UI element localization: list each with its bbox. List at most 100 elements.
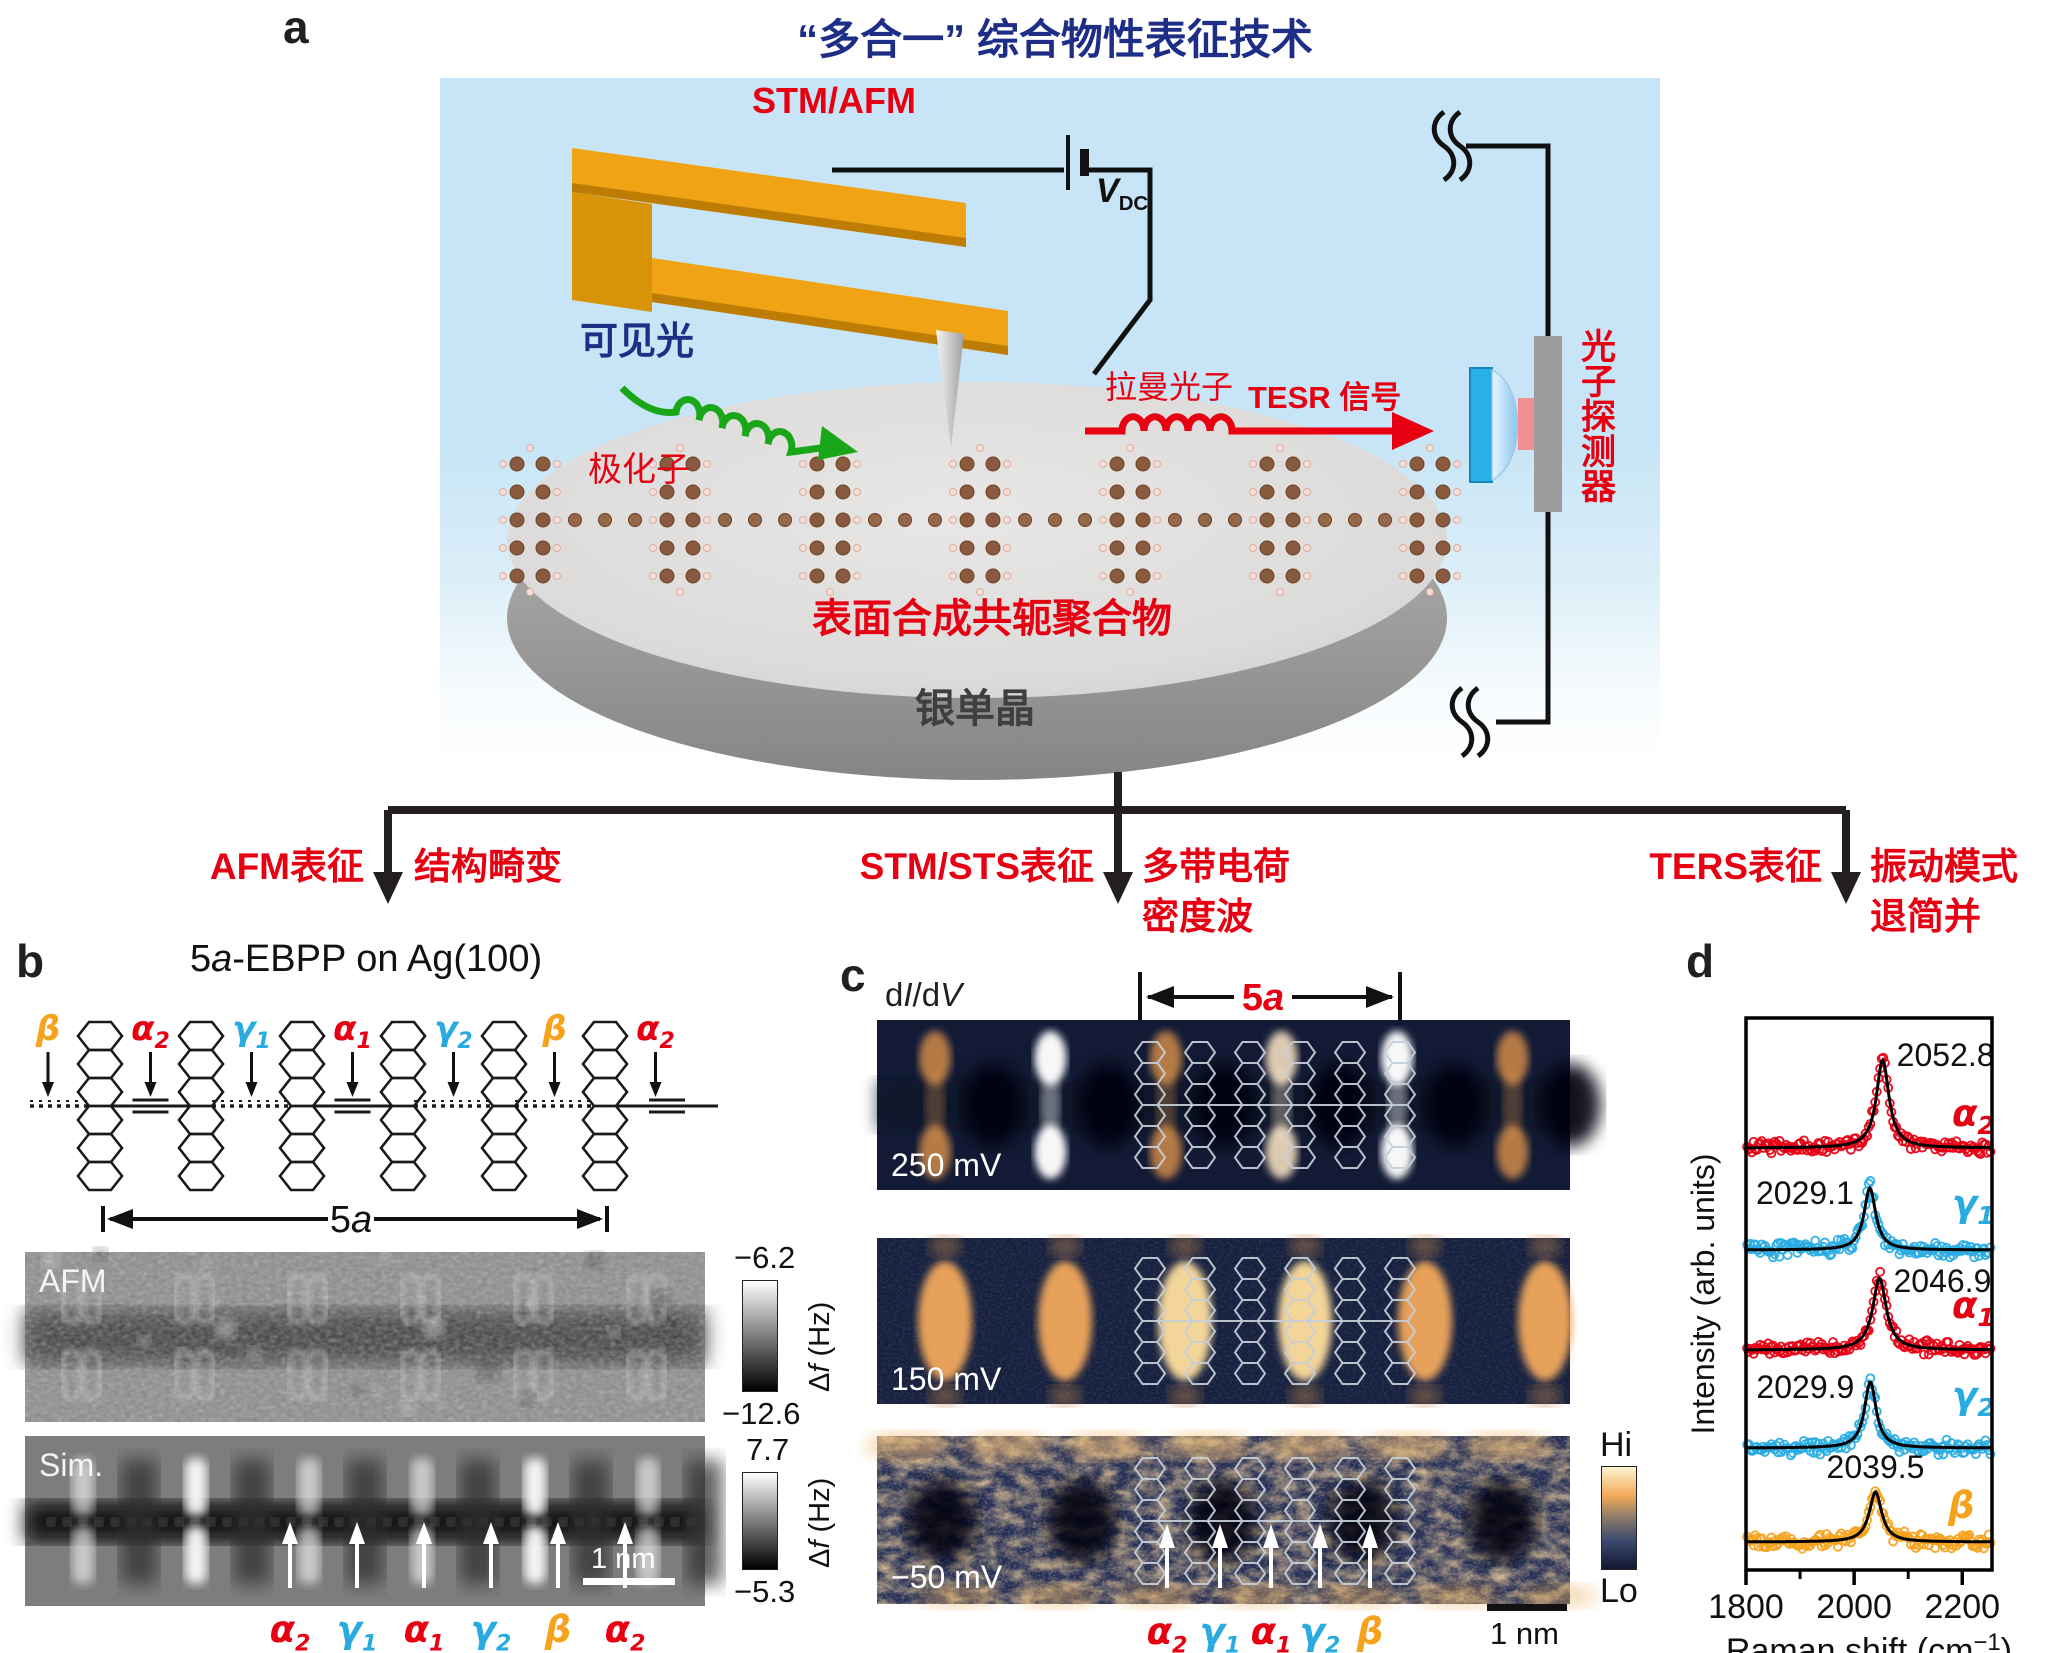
detector-wire-bottom [1449,512,1551,759]
acene-column [1233,1041,1267,1169]
lens-icon [1469,367,1519,483]
branch-sts-result-1: 多带电荷 [1142,846,1290,887]
battery-icon [1066,135,1089,190]
afm-colorbar-unit: Δf (Hz) [804,1301,836,1392]
sim-image: Sim. 1 nm [25,1436,722,1606]
acene-column [581,1020,629,1192]
greek-label-α2: α2 [1146,1610,1188,1653]
greek-label-β: β [544,1608,572,1651]
dIdV-map-250mV: 250 mV [877,1020,1601,1190]
acene-column [1133,1257,1167,1385]
chemical-structure: β α2 γ1 α1 γ2 β α2 5a [30,1009,718,1241]
polymer-chain [499,444,1461,596]
branch-ters-result-2: 退简并 [1870,896,1981,937]
green-light-arrow [619,385,858,460]
afm-image-label: AFM [39,1263,107,1299]
panel-b-label: b [16,935,45,987]
acene-column [76,1020,124,1192]
acene-column [1383,1257,1417,1385]
raman-photon-label: 拉曼光子 [1105,369,1234,405]
bond-label-1: α2 [131,1009,170,1054]
branch-sts-method: STM/STS表征 [859,846,1094,887]
tesr-signal-label: TESR 信号 [1248,380,1402,415]
bond-label-4: γ2 [434,1009,472,1054]
acene-column [1283,1457,1317,1585]
stm-afm-label: STM/AFM [752,80,916,121]
x-axis-title: Raman shift (cm−1) [1726,1629,2012,1653]
acene-column [1383,1457,1417,1585]
c-scalebar [1487,1604,1567,1611]
acene-column [1283,1257,1317,1385]
disc-top [507,382,1447,698]
greek-label-γ2: γ2 [470,1608,512,1653]
plot-frame [1744,1016,1994,1572]
acene-column [1333,1257,1367,1385]
panel-a-scene [373,109,1861,904]
sim-scale-label: 1 nm [591,1543,655,1575]
lorentzian-fit [1746,1056,1991,1150]
lorentzian-fit [1746,1489,1991,1544]
acene-column [1133,1457,1167,1585]
sim-image-label: Sim. [39,1447,103,1483]
c-scale-label: 1 nm [1490,1616,1559,1651]
dIdV-map-neg50mV: −50 mV [865,1432,1597,1608]
lorentzian-fit [1746,1275,1991,1352]
polaron-label: 极化子 [588,451,690,489]
greek-label-α2: α2 [269,1608,311,1653]
spectrum-alpha2: 2052.8 α2 [1742,1037,1996,1160]
sim-colorbar [742,1472,778,1570]
peak-value-gamma2: 2029.9 [1756,1369,1854,1405]
afm-colorbar-bottom: −12.6 [722,1396,801,1431]
branch-afm-result: 结构畸变 [414,846,562,887]
detector-wire-top [1431,109,1551,336]
acene-column [278,1020,326,1192]
detector-bar [1534,336,1562,512]
panel-a-title: “多合一” 综合物性表征技术 [797,16,1313,63]
acene-column [1133,1041,1167,1169]
panel-b-title: 5a-EBPP on Ag(100) [190,938,543,980]
acene-column [1233,1257,1267,1385]
afm-colorbar-top: −6.2 [734,1240,796,1275]
bond-label-3: α1 [333,1009,372,1054]
hilo-colorbar [1601,1466,1637,1570]
acene-column [379,1020,427,1192]
peak-value-gamma1: 2029.1 [1756,1175,1854,1211]
branch-ters-method: TERS表征 [1649,846,1822,887]
sim-arrow-labels-row: α2 γ1 α1 γ2 β α2 [0,1608,830,1653]
acene-column [177,1020,225,1192]
map-bias-label: −50 mV [891,1559,1003,1595]
b-span-text: 5a [330,1199,372,1241]
y-axis-title: Intensity (arb. units) [1685,1154,1721,1435]
spectrum-gamma2: 2029.9 γ2 [1742,1369,1996,1461]
tuning-fork [572,148,1008,355]
hilo-hi: Hi [1600,1426,1633,1464]
panel-c-label: c [840,949,866,1001]
stm-tip [936,330,964,448]
greek-label-γ2: γ2 [1299,1610,1341,1653]
peak-value-beta: 2039.5 [1827,1449,1925,1485]
silver-crystal-label: 银单晶 [915,687,1035,731]
branch-afm-method: AFM表征 [209,846,364,887]
c-span-arrow: 5a [1138,972,1402,1022]
spectrum-beta: 2039.5 β [1742,1449,1996,1554]
spectrum-gamma1: 2029.1 γ1 [1742,1175,1996,1263]
acene-column [1183,1041,1217,1169]
x-tick-label: 1800 [1708,1588,1784,1626]
lorentzian-fit [1746,1185,1991,1252]
panel-a-label: a [283,1,309,53]
greek-label-α1: α1 [1250,1610,1292,1653]
series-label-gamma2: γ2 [1952,1374,1995,1422]
polymer-label: 表面合成共轭聚合物 [812,597,1172,641]
acene-column [1233,1457,1267,1585]
vdc-label: VDC [1096,172,1149,215]
acene-column [1183,1457,1217,1585]
x-tick-label: 2000 [1816,1588,1892,1626]
greek-label-γ1: γ1 [336,1608,378,1653]
greek-label-α2: α2 [604,1608,646,1653]
afm-image: AFM [25,1247,705,1422]
peak-value-alpha2: 2052.8 [1897,1037,1995,1073]
sim-colorbar-unit: Δf (Hz) [804,1477,836,1568]
x-tick-label: 2200 [1924,1588,2000,1626]
